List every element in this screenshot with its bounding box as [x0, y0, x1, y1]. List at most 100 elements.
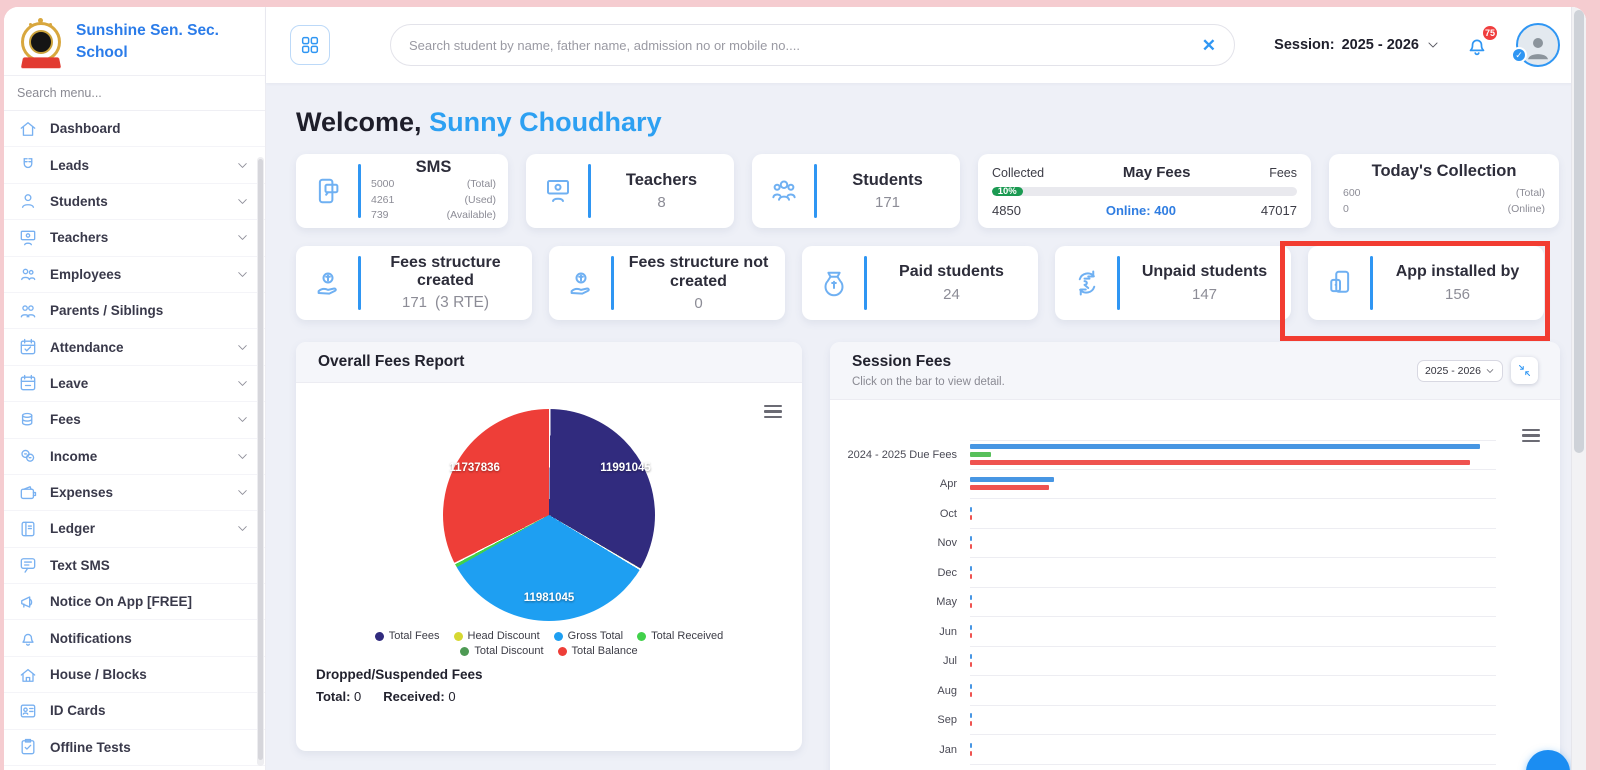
todays-collection-card[interactable]: Today's Collection 600 (Total) 0 (Online): [1329, 154, 1559, 228]
bar-blue[interactable]: [970, 536, 973, 542]
pie-label-gross-total: 11981045: [523, 592, 575, 605]
sms-used-value: 4261: [371, 193, 395, 206]
bar-row-dec[interactable]: Dec: [842, 558, 1496, 588]
sidebar-item-leads[interactable]: Leads: [4, 147, 265, 184]
bar-blue[interactable]: [970, 713, 973, 719]
teachers-card[interactable]: Teachers 8: [526, 154, 734, 228]
bar-blue[interactable]: [970, 506, 973, 512]
sidebar-item-parents-siblings[interactable]: Parents / Siblings: [4, 293, 265, 330]
fees-pie-chart[interactable]: 11737836 11991045 11981045: [443, 409, 655, 621]
session-year-select[interactable]: 2025 - 2026: [1416, 359, 1503, 382]
sidebar-item-attendance[interactable]: Attendance: [4, 329, 265, 366]
sidebar-item-dashboard[interactable]: Dashboard: [4, 111, 265, 148]
clear-search-icon[interactable]: ✕: [1201, 35, 1216, 55]
bar-row-nov[interactable]: Nov: [842, 529, 1496, 558]
legend-item-total-fees[interactable]: Total Fees: [374, 630, 440, 642]
sidebar-search-input[interactable]: [4, 76, 265, 110]
sidebar-item-ledger[interactable]: Ledger: [4, 511, 265, 548]
bar-red[interactable]: [970, 632, 973, 638]
sms-card[interactable]: SMS 5000 (Total) 4261 (Used) 739 (Available…: [296, 154, 508, 228]
sidebar-scrollbar[interactable]: [257, 157, 264, 766]
sidebar-item-expenses[interactable]: Expenses: [4, 475, 265, 512]
sidebar-item-house-blocks[interactable]: House / Blocks: [4, 657, 265, 694]
sidebar-item-teachers[interactable]: Teachers: [4, 220, 265, 257]
fees-structure-created-card[interactable]: Fees structure created 171 (3 RTE): [296, 246, 532, 320]
fees-structure-not-created-card[interactable]: Fees structure not created 0: [549, 246, 785, 320]
student-search-input[interactable]: [409, 37, 1202, 53]
pie-label-total-fees: 11991045: [600, 462, 651, 474]
bar-red[interactable]: [970, 460, 1470, 466]
sidebar-item-leave[interactable]: Leave: [4, 366, 265, 403]
sidebar-item-students[interactable]: Students: [4, 184, 265, 221]
bar-green[interactable]: [970, 452, 992, 458]
bar-row-2024-2025-due-fees[interactable]: 2024 - 2025 Due Fees: [842, 440, 1496, 470]
bar-red[interactable]: [970, 721, 973, 727]
bell-icon: [1464, 32, 1490, 58]
app-installed-by-card[interactable]: App installed by 156: [1308, 246, 1544, 320]
unpaid-students-card[interactable]: Unpaid students 147: [1055, 246, 1291, 320]
sidebar-item-fees[interactable]: Fees: [4, 402, 265, 439]
session-fees-bar-chart[interactable]: 2024 - 2025 Due Fees Apr Oct Nov Dec May Jun Ju…: [830, 400, 1560, 765]
page-scrollbar[interactable]: [1571, 7, 1586, 770]
bar-red[interactable]: [970, 691, 973, 697]
bar-category-label: Oct: [939, 507, 957, 520]
sidebar-item-notice-on-app-free[interactable]: Notice On App [FREE]: [4, 584, 265, 621]
bar-blue[interactable]: [970, 595, 973, 601]
chart-menu-icon[interactable]: [1522, 426, 1540, 445]
sidebar-item-offline-tests[interactable]: Offline Tests: [4, 730, 265, 767]
bar-red[interactable]: [970, 544, 973, 550]
chat-fab-button[interactable]: [1526, 750, 1570, 770]
bar-red[interactable]: [970, 603, 973, 609]
sidebar-item-label: Notice On App [FREE]: [50, 594, 192, 610]
bar-blue[interactable]: [970, 683, 973, 689]
sidebar-item-employees[interactable]: Employees: [4, 257, 265, 293]
bar-row-jun[interactable]: Jun: [842, 617, 1496, 647]
collapse-chart-button[interactable]: [1511, 357, 1538, 384]
fee-hand-icon: [313, 268, 343, 298]
dropped-received-value: 0: [448, 689, 456, 704]
bar-blue[interactable]: [970, 624, 973, 630]
bar-red[interactable]: [970, 750, 973, 756]
legend-item-gross-total[interactable]: Gross Total: [553, 630, 623, 642]
bar-blue[interactable]: [970, 742, 973, 748]
bar-row-aug[interactable]: Aug: [842, 676, 1496, 706]
bar-blue[interactable]: [970, 654, 973, 660]
bar-red[interactable]: [970, 485, 1049, 491]
bar-row-jul[interactable]: Jul: [842, 647, 1496, 676]
bar-blue[interactable]: [970, 477, 1055, 483]
notifications-button[interactable]: 75: [1464, 24, 1499, 58]
card-title: May Fees: [1122, 164, 1191, 181]
students-card[interactable]: Students 171: [752, 154, 960, 228]
bar-blue[interactable]: [970, 565, 973, 571]
topbar: ✕ Session: 2025 - 2026 75 ✓: [266, 7, 1586, 83]
bar-row-apr[interactable]: Apr: [842, 470, 1496, 499]
sidebar-item-label: ID Cards: [50, 703, 106, 719]
legend-item-total-received[interactable]: Total Received: [637, 630, 723, 642]
legend-item-total-balance[interactable]: Total Balance: [557, 645, 638, 657]
online-collected-value[interactable]: Online: 400: [1105, 203, 1176, 218]
pie-label-total-balance: 11737836: [449, 462, 500, 474]
bar-blue[interactable]: [970, 444, 1481, 450]
bar-red[interactable]: [970, 573, 973, 579]
chart-menu-icon[interactable]: [764, 402, 782, 421]
legend-item-total-discount[interactable]: Total Discount: [460, 645, 544, 657]
legend-item-head-discount[interactable]: Head Discount: [453, 630, 540, 642]
dropped-total-value: 0: [354, 689, 362, 704]
bar-row-sep[interactable]: Sep: [842, 706, 1496, 735]
user-avatar[interactable]: ✓: [1511, 23, 1560, 67]
sidebar-item-id-cards[interactable]: ID Cards: [4, 693, 265, 730]
may-fees-card[interactable]: Collected May Fees Fees 10% 4850 Online:…: [978, 154, 1311, 228]
sidebar-item-income[interactable]: Income: [4, 439, 265, 475]
apps-grid-button[interactable]: [290, 25, 330, 65]
bar-red[interactable]: [970, 662, 973, 668]
chevron-down-icon: [1426, 38, 1440, 52]
sidebar-item-notifications[interactable]: Notifications: [4, 620, 265, 657]
bar-row-oct[interactable]: Oct: [842, 499, 1496, 529]
sidebar-item-text-sms[interactable]: Text SMS: [4, 548, 265, 585]
bar-red[interactable]: [970, 514, 973, 520]
bar-row-may[interactable]: May: [842, 588, 1496, 617]
session-selector[interactable]: Session: 2025 - 2026: [1274, 37, 1440, 53]
house-icon: [18, 665, 38, 685]
bar-row-jan[interactable]: Jan: [842, 735, 1496, 765]
paid-students-card[interactable]: Paid students 24: [802, 246, 1038, 320]
